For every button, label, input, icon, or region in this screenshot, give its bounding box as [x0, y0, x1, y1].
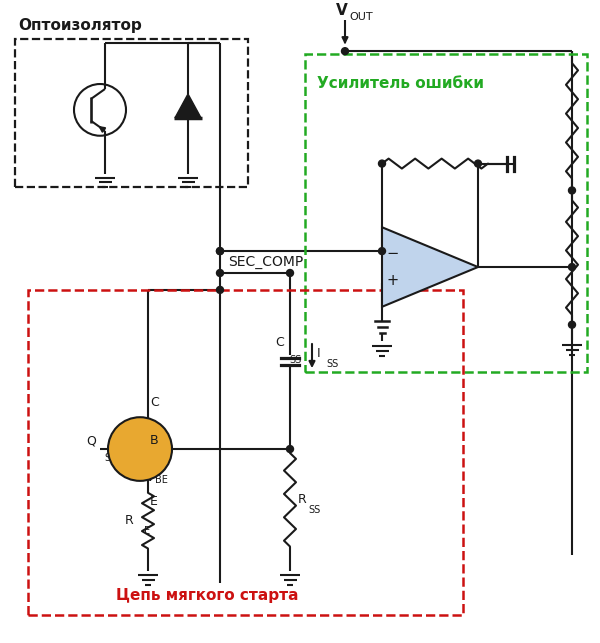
- Circle shape: [287, 269, 293, 276]
- Circle shape: [217, 286, 223, 293]
- Bar: [305, 54, 587, 372]
- Text: +: +: [133, 446, 143, 456]
- Circle shape: [475, 160, 482, 167]
- Text: BE: BE: [155, 475, 168, 485]
- Circle shape: [217, 248, 223, 255]
- Text: E: E: [150, 495, 158, 508]
- Circle shape: [287, 446, 293, 453]
- Text: R: R: [298, 493, 307, 506]
- Text: SS: SS: [326, 359, 338, 369]
- Polygon shape: [175, 94, 201, 118]
- Circle shape: [217, 269, 223, 276]
- Text: Q: Q: [86, 434, 96, 447]
- Text: Усилитель ошибки: Усилитель ошибки: [317, 76, 484, 91]
- Text: C: C: [275, 336, 284, 349]
- Circle shape: [569, 187, 575, 194]
- Polygon shape: [382, 227, 478, 307]
- Text: SS: SS: [289, 355, 301, 365]
- Text: V: V: [336, 3, 348, 19]
- Circle shape: [108, 417, 172, 481]
- Circle shape: [379, 248, 386, 255]
- Text: −: −: [133, 460, 143, 473]
- Text: R: R: [125, 514, 134, 527]
- Bar: [15, 39, 248, 188]
- Circle shape: [217, 248, 223, 255]
- Circle shape: [341, 48, 349, 55]
- Text: Цепь мягкого старта: Цепь мягкого старта: [116, 588, 299, 603]
- Text: SS: SS: [104, 453, 116, 463]
- Text: C: C: [150, 396, 159, 409]
- Circle shape: [379, 160, 386, 167]
- Text: SS: SS: [308, 505, 320, 515]
- Text: I: I: [317, 347, 320, 359]
- Text: V: V: [146, 471, 155, 484]
- Text: E: E: [144, 525, 150, 536]
- Circle shape: [569, 264, 575, 271]
- Text: B: B: [150, 434, 158, 447]
- Text: OUT: OUT: [349, 12, 373, 23]
- Bar: [28, 290, 463, 615]
- Circle shape: [569, 322, 575, 328]
- Text: SEC_COMP: SEC_COMP: [228, 255, 303, 269]
- Text: −: −: [387, 246, 399, 260]
- Text: Оптоизолятор: Оптоизолятор: [18, 18, 142, 33]
- Text: +: +: [387, 273, 399, 289]
